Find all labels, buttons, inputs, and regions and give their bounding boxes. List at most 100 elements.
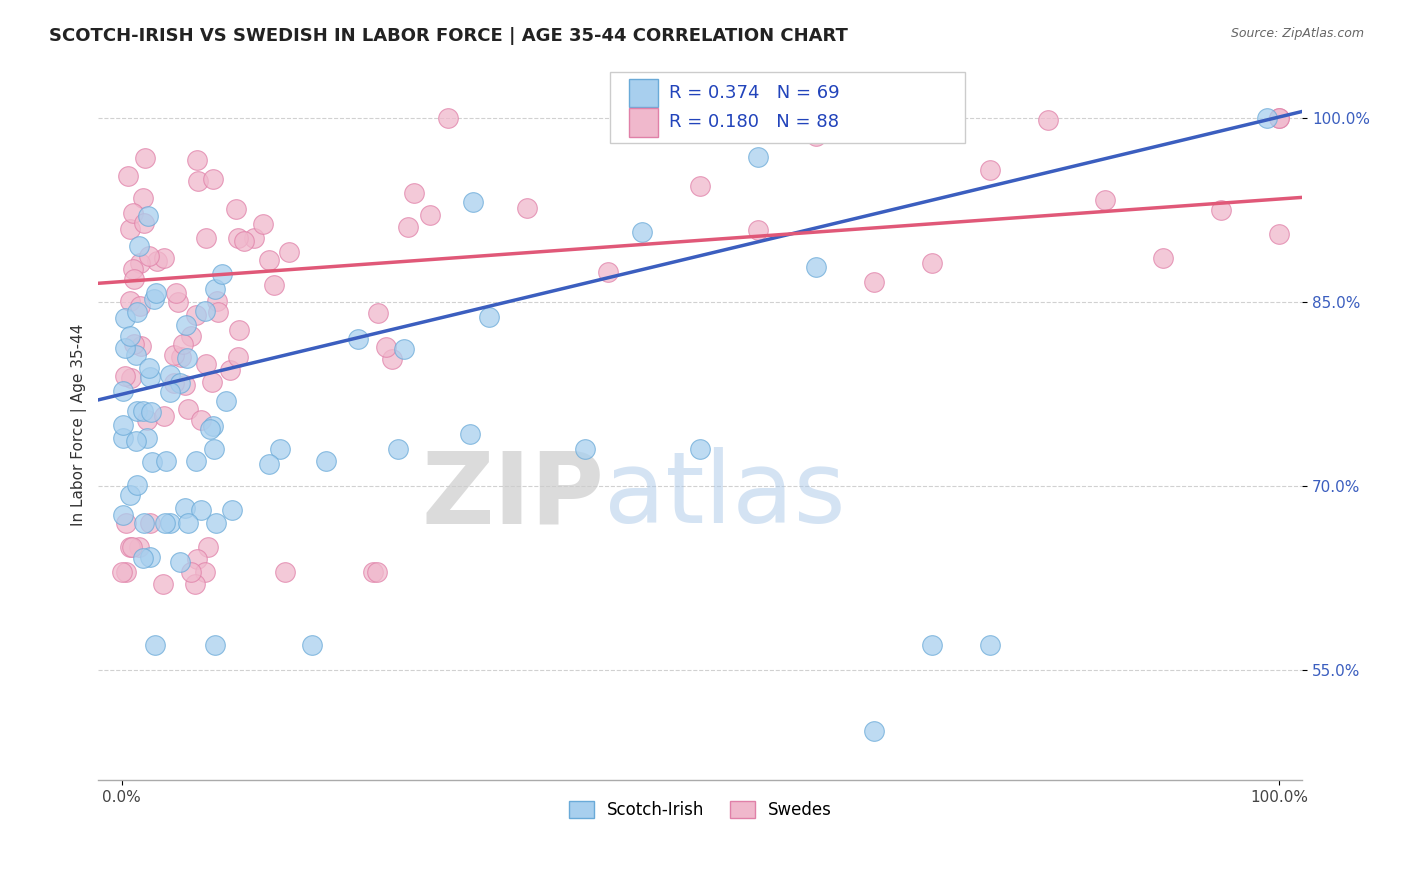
Text: R = 0.374   N = 69: R = 0.374 N = 69: [669, 84, 839, 102]
Point: [1256, 111, 1278, 125]
Point: [747, 150, 769, 164]
Point: [112, 508, 135, 522]
Point: [436, 111, 458, 125]
Point: [226, 351, 249, 365]
Point: [204, 638, 226, 652]
Point: [921, 638, 943, 652]
Point: [194, 357, 217, 371]
Point: [804, 129, 827, 144]
Point: [122, 262, 145, 277]
Point: [176, 516, 198, 530]
Point: [169, 555, 191, 569]
Point: [134, 151, 156, 165]
Point: [121, 540, 143, 554]
Point: [153, 251, 176, 265]
Point: [463, 194, 485, 209]
Point: [125, 348, 148, 362]
Point: [159, 368, 181, 383]
Point: [404, 186, 426, 200]
Point: [128, 239, 150, 253]
Point: [141, 455, 163, 469]
Point: [153, 409, 176, 423]
Point: [274, 565, 297, 579]
Legend: Scotch-Irish, Swedes: Scotch-Irish, Swedes: [562, 794, 838, 825]
Point: [233, 235, 256, 249]
Text: Source: ZipAtlas.com: Source: ZipAtlas.com: [1230, 27, 1364, 40]
Point: [115, 516, 138, 530]
Point: [180, 565, 202, 579]
FancyBboxPatch shape: [630, 108, 658, 136]
Point: [111, 565, 134, 579]
Point: [122, 336, 145, 351]
Text: R = 0.180   N = 88: R = 0.180 N = 88: [669, 113, 839, 131]
Point: [1268, 111, 1291, 125]
Point: [187, 174, 209, 188]
Point: [176, 351, 198, 365]
Point: [257, 457, 280, 471]
Point: [1036, 113, 1059, 128]
Point: [367, 306, 389, 320]
Point: [921, 256, 943, 270]
Point: [194, 304, 217, 318]
Point: [172, 337, 194, 351]
Point: [155, 454, 177, 468]
Point: [278, 244, 301, 259]
Point: [141, 405, 163, 419]
Point: [163, 376, 186, 391]
Point: [381, 351, 404, 366]
Point: [366, 565, 388, 579]
Point: [516, 202, 538, 216]
Point: [120, 371, 142, 385]
Text: ZIP: ZIP: [420, 447, 605, 544]
Point: [167, 295, 190, 310]
Point: [205, 516, 228, 530]
Point: [186, 153, 208, 167]
Point: [139, 370, 162, 384]
Point: [180, 328, 202, 343]
Point: [114, 368, 136, 383]
Point: [202, 442, 225, 456]
Point: [132, 191, 155, 205]
Point: [163, 348, 186, 362]
Point: [301, 638, 323, 652]
Point: [129, 256, 152, 270]
Point: [184, 454, 207, 468]
Point: [122, 272, 145, 286]
Point: [111, 384, 134, 399]
Point: [177, 402, 200, 417]
Point: [392, 343, 415, 357]
Point: [125, 404, 148, 418]
Point: [194, 231, 217, 245]
Point: [118, 488, 141, 502]
Point: [132, 550, 155, 565]
Point: [114, 311, 136, 326]
Point: [243, 231, 266, 245]
Point: [186, 308, 208, 322]
Point: [221, 503, 243, 517]
Point: [176, 318, 198, 332]
Point: [863, 275, 886, 289]
Point: [190, 413, 212, 427]
Point: [689, 442, 711, 456]
Text: SCOTCH-IRISH VS SWEDISH IN LABOR FORCE | AGE 35-44 CORRELATION CHART: SCOTCH-IRISH VS SWEDISH IN LABOR FORCE |…: [49, 27, 848, 45]
Point: [201, 375, 224, 389]
Point: [118, 329, 141, 343]
Point: [129, 339, 152, 353]
Point: [143, 638, 166, 652]
Point: [121, 206, 143, 220]
Point: [225, 202, 247, 216]
Point: [1152, 252, 1174, 266]
Point: [173, 500, 195, 515]
Point: [118, 293, 141, 308]
FancyBboxPatch shape: [610, 72, 965, 144]
Point: [143, 292, 166, 306]
Point: [747, 223, 769, 237]
Point: [194, 565, 217, 579]
Point: [165, 285, 187, 300]
Point: [396, 220, 419, 235]
Point: [226, 231, 249, 245]
Point: [458, 426, 481, 441]
Point: [136, 431, 159, 445]
Point: [128, 299, 150, 313]
Point: [152, 577, 174, 591]
